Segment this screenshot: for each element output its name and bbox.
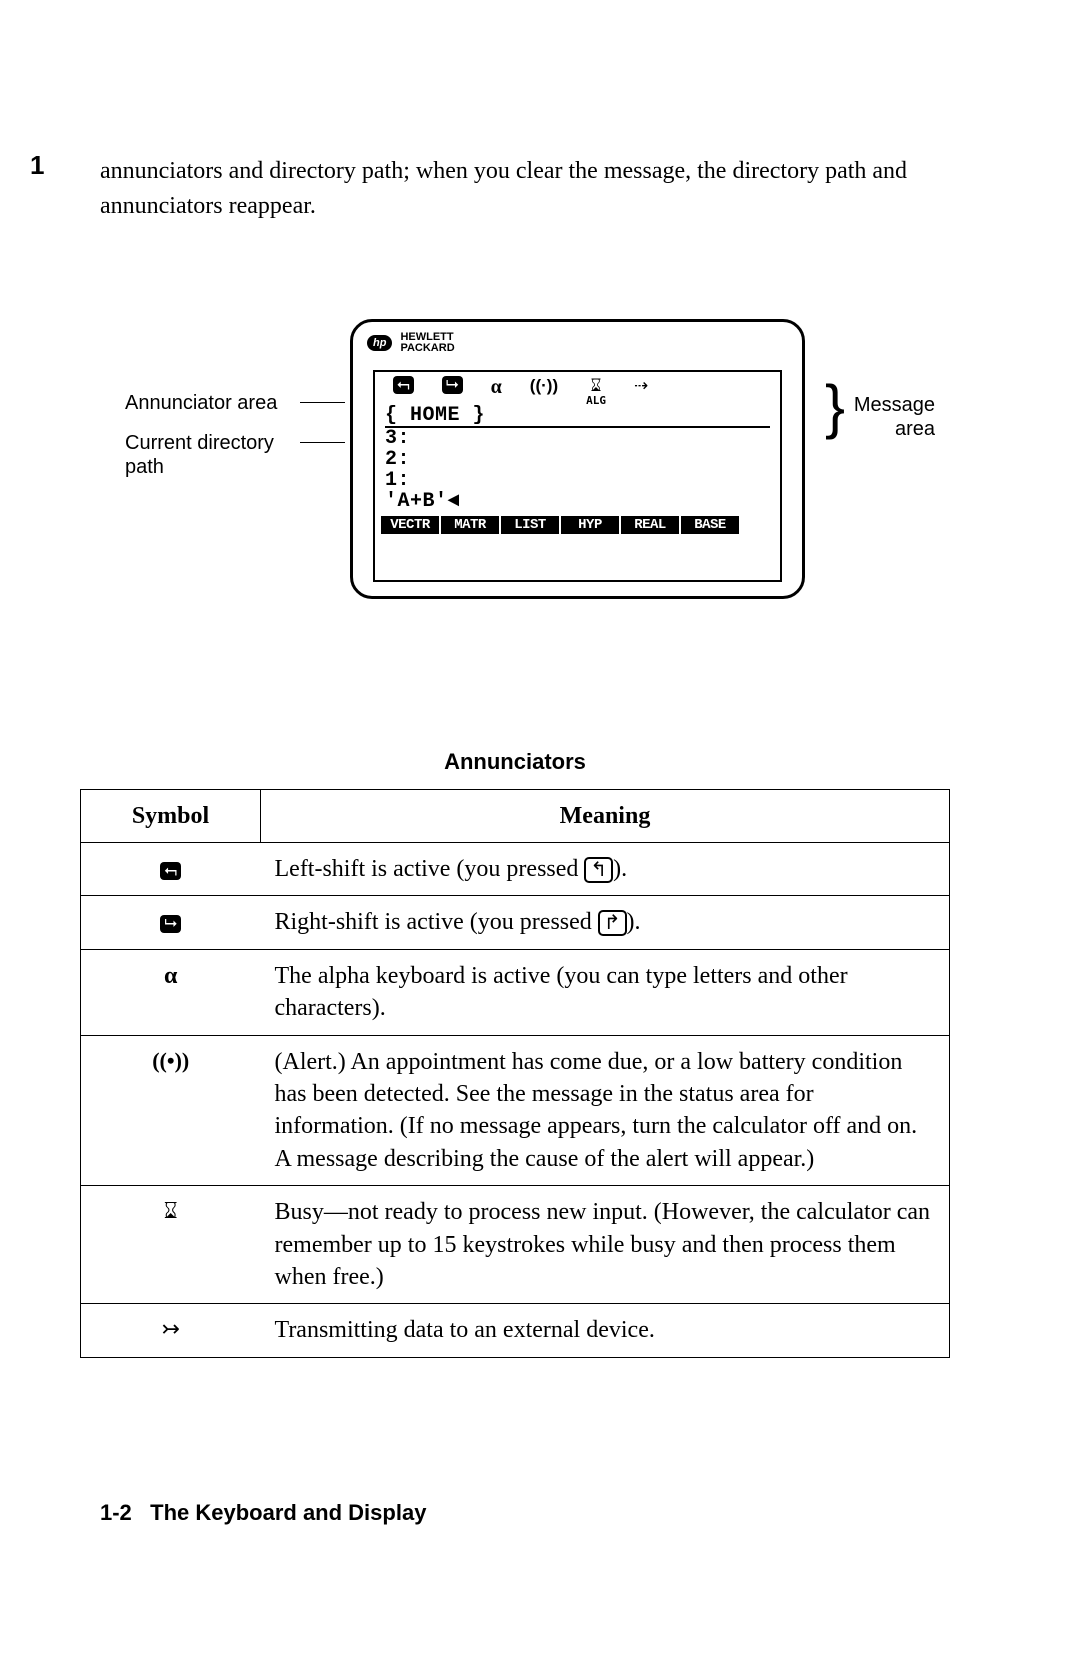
meaning-cell: Busy—not ready to process new input. (Ho… bbox=[261, 1186, 950, 1304]
page-number: 1-2 bbox=[100, 1500, 132, 1525]
alpha-icon: α bbox=[491, 376, 502, 399]
footer-title: The Keyboard and Display bbox=[150, 1500, 426, 1525]
calculator-screen: ⮢ ⮡ α ((·)) ⌛︎ ALG ⇢ { HOME } 3: 2: bbox=[373, 370, 782, 582]
softkey-row: VECTR MATR LIST HYP REAL BASE bbox=[375, 514, 780, 537]
table-header-row: Symbol Meaning bbox=[81, 789, 950, 842]
symbol-cell: ⮡ bbox=[81, 896, 261, 949]
table-row: ((•)) (Alert.) An appointment has come d… bbox=[81, 1035, 950, 1186]
hp-brand-text: HEWLETTPACKARD bbox=[400, 332, 454, 354]
meaning-cell: Transmitting data to an external device. bbox=[261, 1304, 950, 1357]
callout-line bbox=[300, 402, 345, 403]
symbol-cell: ↣ bbox=[81, 1304, 261, 1357]
label-area: area bbox=[895, 418, 935, 441]
calculator-bezel: hp HEWLETTPACKARD ⮢ ⮡ α ((·)) ⌛︎ ALG bbox=[350, 319, 805, 599]
symbol-cell: ((•)) bbox=[81, 1035, 261, 1186]
alert-icon: ((·)) bbox=[530, 376, 558, 396]
softkey: LIST bbox=[501, 516, 559, 534]
left-shift-icon: ⮢ bbox=[393, 376, 414, 394]
col-symbol: Symbol bbox=[81, 789, 261, 842]
meaning-cell: The alpha keyboard is active (you can ty… bbox=[261, 949, 950, 1035]
hp-logo-icon: hp bbox=[367, 335, 392, 351]
softkey: REAL bbox=[621, 516, 679, 534]
intro-paragraph: annunciators and directory path; when yo… bbox=[100, 154, 950, 224]
directory-path: { HOME } bbox=[385, 405, 770, 428]
table-row: ⮢ Left-shift is active (you pressed ↰). bbox=[81, 842, 950, 895]
lcd-area: { HOME } 3: 2: 1: 'A+B'◄ bbox=[375, 405, 780, 512]
annunciators-table: Symbol Meaning ⮢ Left-shift is active (y… bbox=[80, 789, 950, 1358]
page-footer: 1-2 The Keyboard and Display bbox=[100, 1500, 426, 1526]
meaning-cell: Left-shift is active (you pressed ↰). bbox=[261, 842, 950, 895]
table-row: ⌛︎ Busy—not ready to process new input. … bbox=[81, 1186, 950, 1304]
annunciator-row: ⮢ ⮡ α ((·)) ⌛︎ ALG ⇢ bbox=[375, 372, 780, 406]
table-row: ⮡ Right-shift is active (you pressed ↱). bbox=[81, 896, 950, 949]
meaning-cell: Right-shift is active (you pressed ↱). bbox=[261, 896, 950, 949]
meaning-cell: (Alert.) An appointment has come due, or… bbox=[261, 1035, 950, 1186]
symbol-cell: ⌛︎ bbox=[81, 1186, 261, 1304]
label-message-area: Message bbox=[854, 394, 935, 417]
stack-line: 2: bbox=[385, 449, 780, 470]
symbol-cell: α bbox=[81, 949, 261, 1035]
callout-line bbox=[300, 442, 345, 443]
stack-line: 1: bbox=[385, 470, 780, 491]
busy-alg-icon: ⌛︎ ALG bbox=[586, 376, 606, 406]
stack-line: 3: bbox=[385, 428, 780, 449]
col-meaning: Meaning bbox=[261, 789, 950, 842]
chapter-number: 1 bbox=[30, 150, 44, 181]
symbol-cell: ⮢ bbox=[81, 842, 261, 895]
display-diagram: Annunciator area Current directory path … bbox=[125, 314, 905, 634]
brace-icon: } bbox=[825, 384, 845, 429]
table-row: α The alpha keyboard is active (you can … bbox=[81, 949, 950, 1035]
label-annunciator-area: Annunciator area bbox=[125, 392, 277, 415]
label-current-directory: Current directory bbox=[125, 432, 274, 455]
softkey: HYP bbox=[561, 516, 619, 534]
right-shift-icon: ⮡ bbox=[442, 376, 463, 394]
table-row: ↣ Transmitting data to an external devic… bbox=[81, 1304, 950, 1357]
softkey: MATR bbox=[441, 516, 499, 534]
command-line: 'A+B'◄ bbox=[385, 491, 780, 512]
label-path: path bbox=[125, 456, 164, 479]
softkey: VECTR bbox=[381, 516, 439, 534]
softkey: BASE bbox=[681, 516, 739, 534]
transmit-icon: ⇢ bbox=[634, 376, 648, 396]
table-title: Annunciators bbox=[30, 749, 1000, 775]
